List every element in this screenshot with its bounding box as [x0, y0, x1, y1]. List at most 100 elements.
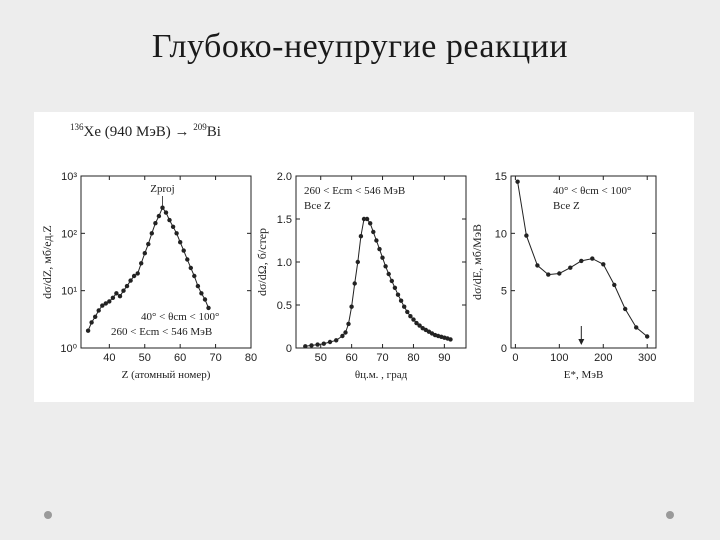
chart1-xtick-label: 40 — [103, 352, 115, 364]
chart1-data-point — [135, 271, 140, 276]
chart2-annotation-allz: Все Z — [304, 200, 331, 212]
chart2-data-point — [358, 234, 364, 239]
chart2-data-point — [405, 309, 410, 315]
slide-title: Глубоко-неупругие реакции — [151, 28, 569, 65]
chart2-ylabel: dσ/dΩ, б/стер — [255, 228, 269, 296]
chart2-ytick-label: 1.0 — [277, 257, 292, 269]
chart1-xlabel: Z (атомный номер) — [122, 369, 211, 381]
chart2-xtick-label: 80 — [407, 352, 419, 364]
reaction-label: 136Xe (940 МэВ) → 209Bi — [70, 122, 221, 141]
chart2-data-point — [386, 271, 391, 277]
chart2-xlabel: θц.м. , град — [355, 369, 408, 381]
chart1-xtick-label: 60 — [174, 352, 186, 364]
chart1-data-point — [195, 283, 201, 289]
figure-panel: 136Xe (940 МэВ) → 209Bi 40 50 60 70 80 10⁰ 10¹… — [34, 112, 694, 402]
chart3-data-point — [535, 263, 540, 268]
chart2-data-point — [398, 298, 404, 303]
chart1-data-point — [128, 278, 133, 283]
chart1-data-point — [188, 265, 193, 271]
chart3-ytick-label: 15 — [495, 171, 507, 183]
chart2-ytick-label: 0.5 — [277, 300, 292, 312]
chart1-data-point — [89, 320, 94, 325]
chart2-data-point — [343, 330, 348, 335]
chart1-data-point — [178, 240, 183, 245]
chart2-data-point — [334, 338, 339, 343]
chart1-data-point — [156, 213, 162, 219]
chart1-xtick-label: 80 — [245, 352, 257, 364]
chart3-xlabel: E*, МэВ — [564, 369, 604, 381]
chart2-data-point — [340, 333, 345, 339]
chart1-ylabel: dσ/dZ, мб/ед.Z — [40, 225, 54, 299]
chart1-data-point — [170, 224, 176, 229]
chart2-data-point — [411, 317, 416, 322]
chart3-xtick-label: 200 — [594, 352, 612, 364]
chart1-data-point — [131, 273, 137, 279]
chart2-data-point — [364, 216, 370, 222]
chart2-data-point — [371, 229, 376, 235]
chart1-ytick-label: 10² — [61, 228, 77, 240]
chart1-data-point — [163, 210, 169, 215]
chart2-data-point — [368, 221, 373, 226]
chart2-data-point — [380, 255, 385, 260]
chart3-ylabel: dσ/dE, мб/МэВ — [470, 224, 484, 300]
chart2-series-line — [305, 218, 451, 347]
chart2-data-point — [327, 339, 333, 345]
mass-number-target: 209 — [193, 122, 207, 132]
chart2-xtick-label: 60 — [346, 352, 358, 364]
chart3-frame — [510, 175, 657, 349]
chart2-annotation-energy: 260 < Ecm < 546 МэВ — [304, 185, 405, 197]
chart3-data-point — [557, 271, 562, 276]
chart1-data-point — [146, 241, 151, 247]
chart1-data-point — [199, 291, 204, 296]
reaction-target: Bi — [206, 124, 221, 140]
chart2-data-point — [402, 304, 407, 309]
mass-number-projectile: 136 — [70, 122, 84, 132]
chart2-ytick-label: 2.0 — [277, 171, 292, 183]
chart1-data-point — [142, 251, 147, 256]
chart3-data-point — [634, 325, 639, 330]
chart2-data-point — [417, 323, 422, 328]
chart1-data-point — [192, 273, 197, 279]
chart3-xtick-label: 0 — [512, 352, 518, 364]
chart1-data-point — [93, 314, 98, 319]
chart3-xtick-label: 300 — [638, 352, 656, 364]
chart1-data-point — [202, 297, 208, 302]
chart2-ytick-label: 0 — [286, 343, 292, 355]
chart3-data-point — [515, 179, 520, 184]
chart2-data-point — [346, 321, 351, 327]
chart2-data-point — [377, 246, 382, 252]
chart1-ytick-label: 10⁰ — [60, 343, 77, 355]
chart2-data-point — [309, 343, 314, 348]
chart1-data-point — [85, 328, 91, 333]
chart3-data-point — [623, 306, 628, 312]
chart3-annotation-allz: Все Z — [553, 200, 580, 212]
chart3-data-point — [590, 256, 595, 261]
chart2-data-point — [414, 320, 419, 326]
chart3-ytick-label: 10 — [495, 228, 507, 240]
chart2-data-point — [389, 278, 394, 284]
chart3-data-point — [601, 262, 606, 267]
chart1-data-point — [185, 257, 190, 262]
chart1-data-point — [96, 308, 101, 313]
chart1-data-point — [167, 217, 172, 223]
chart1-data-point — [139, 261, 144, 266]
chart2-data-point — [303, 344, 308, 349]
chart2-data-point — [408, 314, 413, 319]
chart2-data-point — [321, 341, 326, 346]
chart1-data-point — [153, 221, 158, 226]
chart3-ytick-label: 0 — [501, 343, 507, 355]
chart2-data-point — [395, 292, 401, 297]
chart3-data-point — [579, 258, 584, 264]
chart1-xtick-label: 70 — [209, 352, 221, 364]
chart1-data-point — [114, 291, 119, 296]
chart1-ytick-label: 10³ — [61, 171, 77, 183]
chart3-data-point — [546, 272, 551, 277]
chart1-data-point — [160, 205, 165, 210]
chart1-data-point — [110, 295, 116, 300]
chart2-xtick-label: 90 — [438, 352, 450, 364]
slide-bullet-right — [666, 511, 674, 519]
chart2-data-point — [349, 304, 354, 309]
chart1-data-point — [206, 305, 211, 311]
